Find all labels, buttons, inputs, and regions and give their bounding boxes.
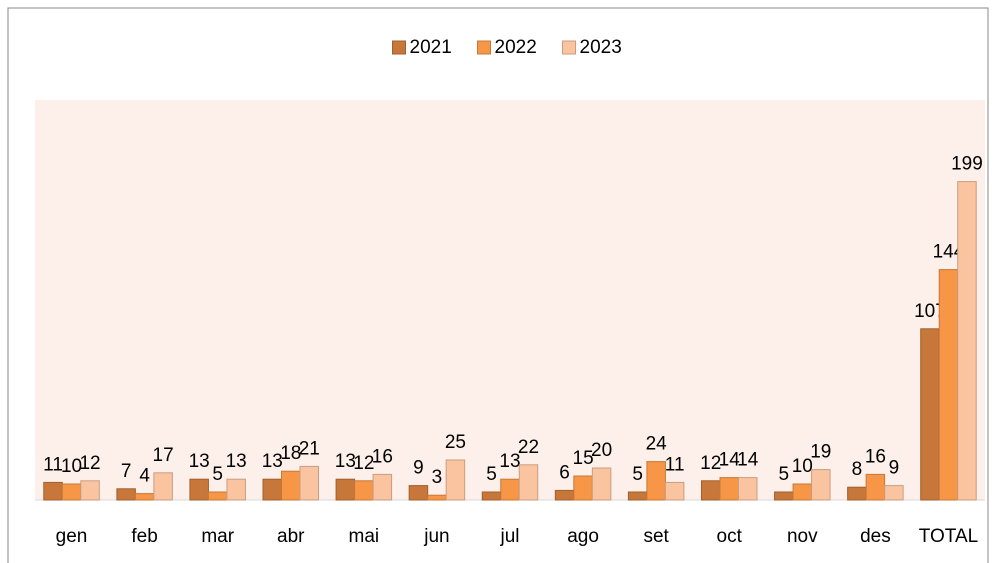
x-tick-label: set [643,526,669,547]
legend-label: 2021 [410,37,452,58]
data-label: 4 [139,466,150,487]
x-tick-label: jun [423,526,449,547]
data-label: 12 [700,453,721,474]
bar [664,481,685,501]
bar [737,477,758,501]
data-label: 14 [719,450,741,471]
data-label: 5 [486,464,497,485]
bar [116,488,136,501]
data-label: 6 [559,462,570,483]
bar [792,483,813,501]
bar [61,483,82,501]
x-tick-label: TOTAL [919,526,978,547]
bar [554,489,575,501]
bar [500,478,520,501]
data-label: 13 [335,451,356,472]
data-label: 25 [445,432,466,453]
bar [80,480,100,501]
data-label: 5 [779,464,790,485]
bar [700,480,721,501]
data-label: 199 [951,154,983,175]
plot-area [35,100,985,500]
bar [865,473,886,501]
data-label: 144 [933,242,965,263]
data-label: 9 [889,458,900,479]
data-label: 9 [413,458,424,479]
data-label: 107 [914,301,946,322]
x-tick-label: jul [499,526,519,547]
data-label: 10 [61,456,82,477]
legend-label: 2023 [580,37,622,58]
bar [627,491,648,501]
x-tick-label: mar [201,526,234,547]
bar [134,493,155,501]
bar [719,477,739,501]
bar [299,465,320,501]
data-label: 7 [121,461,132,482]
bar [354,480,374,501]
bar [957,181,977,501]
data-label: 10 [792,456,813,477]
bar [226,478,246,501]
bar [189,478,209,501]
data-label: 24 [646,434,668,455]
legend-swatch [392,40,406,55]
data-label: 3 [432,467,443,488]
x-tick-label: abr [277,526,305,547]
data-label: 13 [189,451,210,472]
bar [408,485,429,501]
bar [207,491,228,501]
bar [427,494,447,501]
x-tick-label: oct [717,526,743,547]
data-label: 20 [591,440,612,461]
bar [573,475,593,501]
data-label: 16 [372,446,393,467]
bar [335,478,356,501]
data-label: 22 [518,437,539,458]
data-label: 17 [153,445,174,466]
data-label: 5 [632,464,643,485]
legend-label: 2022 [495,37,537,58]
data-label: 5 [212,464,223,485]
data-label: 11 [665,454,685,475]
data-label: 13 [226,451,247,472]
x-tick-label: des [860,526,891,547]
data-label: 13 [262,451,283,472]
bar [281,470,301,501]
x-tick-label: nov [787,526,818,547]
bar [445,459,466,501]
bar [646,461,666,501]
data-label: 19 [810,442,831,463]
bar [884,485,904,501]
data-label: 18 [280,443,301,464]
data-label: 12 [79,453,100,474]
data-label: 8 [852,459,863,480]
bar [920,328,940,501]
x-tick-label: feb [131,526,157,547]
bar [153,472,173,501]
data-label: 15 [573,448,594,469]
bar [847,486,867,501]
bar [774,491,794,501]
bar [262,478,283,501]
bar [372,473,393,501]
bar [481,491,502,501]
data-label: 11 [43,454,63,475]
legend-swatch [562,40,576,55]
x-tick-label: mai [349,526,380,547]
bar [518,464,539,501]
bar [811,469,831,501]
data-label: 14 [737,450,759,471]
bar [43,481,63,501]
data-label: 13 [499,451,520,472]
bar [938,269,959,501]
x-tick-label: gen [56,526,88,547]
x-tick-label: ago [567,526,599,547]
data-label: 21 [299,438,320,459]
bar [591,467,612,501]
data-label: 16 [865,446,886,467]
legend-swatch [477,40,491,55]
data-label: 12 [353,453,374,474]
